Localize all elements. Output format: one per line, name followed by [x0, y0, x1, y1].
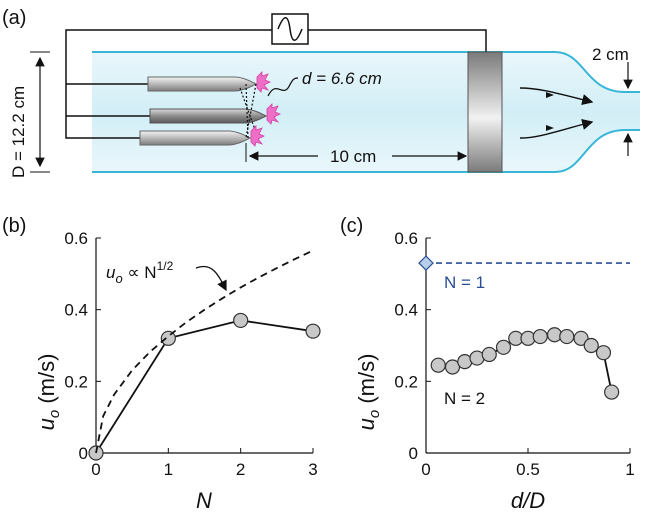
y-tick-label: 0.2: [64, 372, 88, 391]
y-tick-label: 0.4: [394, 301, 418, 320]
spacing-leader: [267, 77, 299, 97]
x-tick-label: 0.5: [516, 460, 540, 479]
panel-b-annotation: uo ∝ N1/2: [106, 259, 174, 286]
y-tick-label: 0.4: [64, 301, 88, 320]
panel-c-n2-label: N = 2: [444, 389, 485, 408]
x-tick-label: 2: [236, 460, 245, 479]
panel-c-ylabel: uo (m/s): [354, 354, 383, 431]
x-tick-label: 1: [625, 460, 634, 479]
data-point-diamond: [418, 255, 434, 271]
x-tick-label: 0: [421, 460, 430, 479]
panel-c-ticks: 0 0.5 1 0 0.2 0.4 0.6: [394, 229, 634, 479]
panel-b-annotation-leader: [195, 265, 227, 292]
data-point: [481, 346, 497, 363]
data-point: [573, 330, 589, 346]
panel-b-series: [88, 249, 321, 461]
panel-b-ticks: 0 1 2 3 0 0.2 0.4 0.6: [64, 229, 317, 479]
x-tick-label: 3: [308, 460, 317, 479]
panel-b-label: (b): [2, 215, 26, 237]
diameter-dimension: [30, 51, 50, 173]
flow-arrow-icon: [519, 87, 594, 139]
x-tick-label: 0: [91, 460, 100, 479]
panel-b-xlabel: N: [196, 488, 212, 513]
wiring: [65, 29, 487, 139]
data-point: [559, 328, 575, 345]
diameter-label: D = 12.2 cm: [9, 86, 28, 178]
data-point: [305, 323, 321, 339]
distance-dimension: [245, 143, 468, 162]
sine-wave-generator-icon: [271, 13, 309, 45]
panel-a-schematic: (a) D = 12.2 cm: [2, 7, 640, 178]
y-tick-label: 0: [409, 444, 418, 463]
panel-c-series: [418, 255, 630, 400]
series-line-solid: [95, 319, 314, 454]
data-point: [495, 339, 512, 355]
data-point: [583, 337, 599, 354]
pipe-top-edge: [92, 51, 640, 93]
pipe-bottom-edge: [92, 129, 640, 173]
y-tick-label: 0.2: [394, 372, 418, 391]
electrode-needle-middle: [149, 108, 268, 124]
panel-c-label: (c): [340, 215, 363, 237]
panel-c-chart: (c) 0 0.5 1 0 0.2 0.4 0.6 uo (m/s) d/D N = 1 N…: [340, 215, 635, 513]
data-point: [233, 312, 249, 329]
data-point: [595, 345, 612, 361]
data-point: [430, 357, 446, 373]
panel-b-chart: (b) 0 1 2 3 0 0.2 0.4 0.6 uo (m/s) N uo ∝ N1/2: [2, 215, 321, 513]
distance-label: 10 cm: [330, 147, 376, 166]
electrode-needle-bottom: [139, 130, 252, 146]
panel-c-n1-label: N = 1: [444, 273, 485, 292]
outlet-label: 2 cm: [592, 45, 629, 64]
data-point: [604, 384, 620, 400]
data-point: [160, 330, 176, 346]
x-tick-label: 1: [164, 460, 173, 479]
panel-b-axes: [95, 238, 313, 454]
panel-a-label: (a): [2, 7, 26, 29]
y-tick-label: 0.6: [64, 229, 88, 248]
panel-b-ylabel: uo (m/s): [34, 354, 63, 431]
series-line-dashed: [95, 249, 314, 454]
y-tick-label: 0.6: [394, 229, 418, 248]
flow-arrowheads: [546, 92, 554, 131]
y-tick-label: 0: [79, 444, 88, 463]
mesh-electrode-icon: [467, 51, 503, 173]
spacing-label: d = 6.6 cm: [302, 69, 382, 88]
data-point: [532, 328, 548, 345]
plasma-emitter-icons: [250, 71, 281, 147]
panel-c-xlabel: d/D: [511, 488, 545, 513]
